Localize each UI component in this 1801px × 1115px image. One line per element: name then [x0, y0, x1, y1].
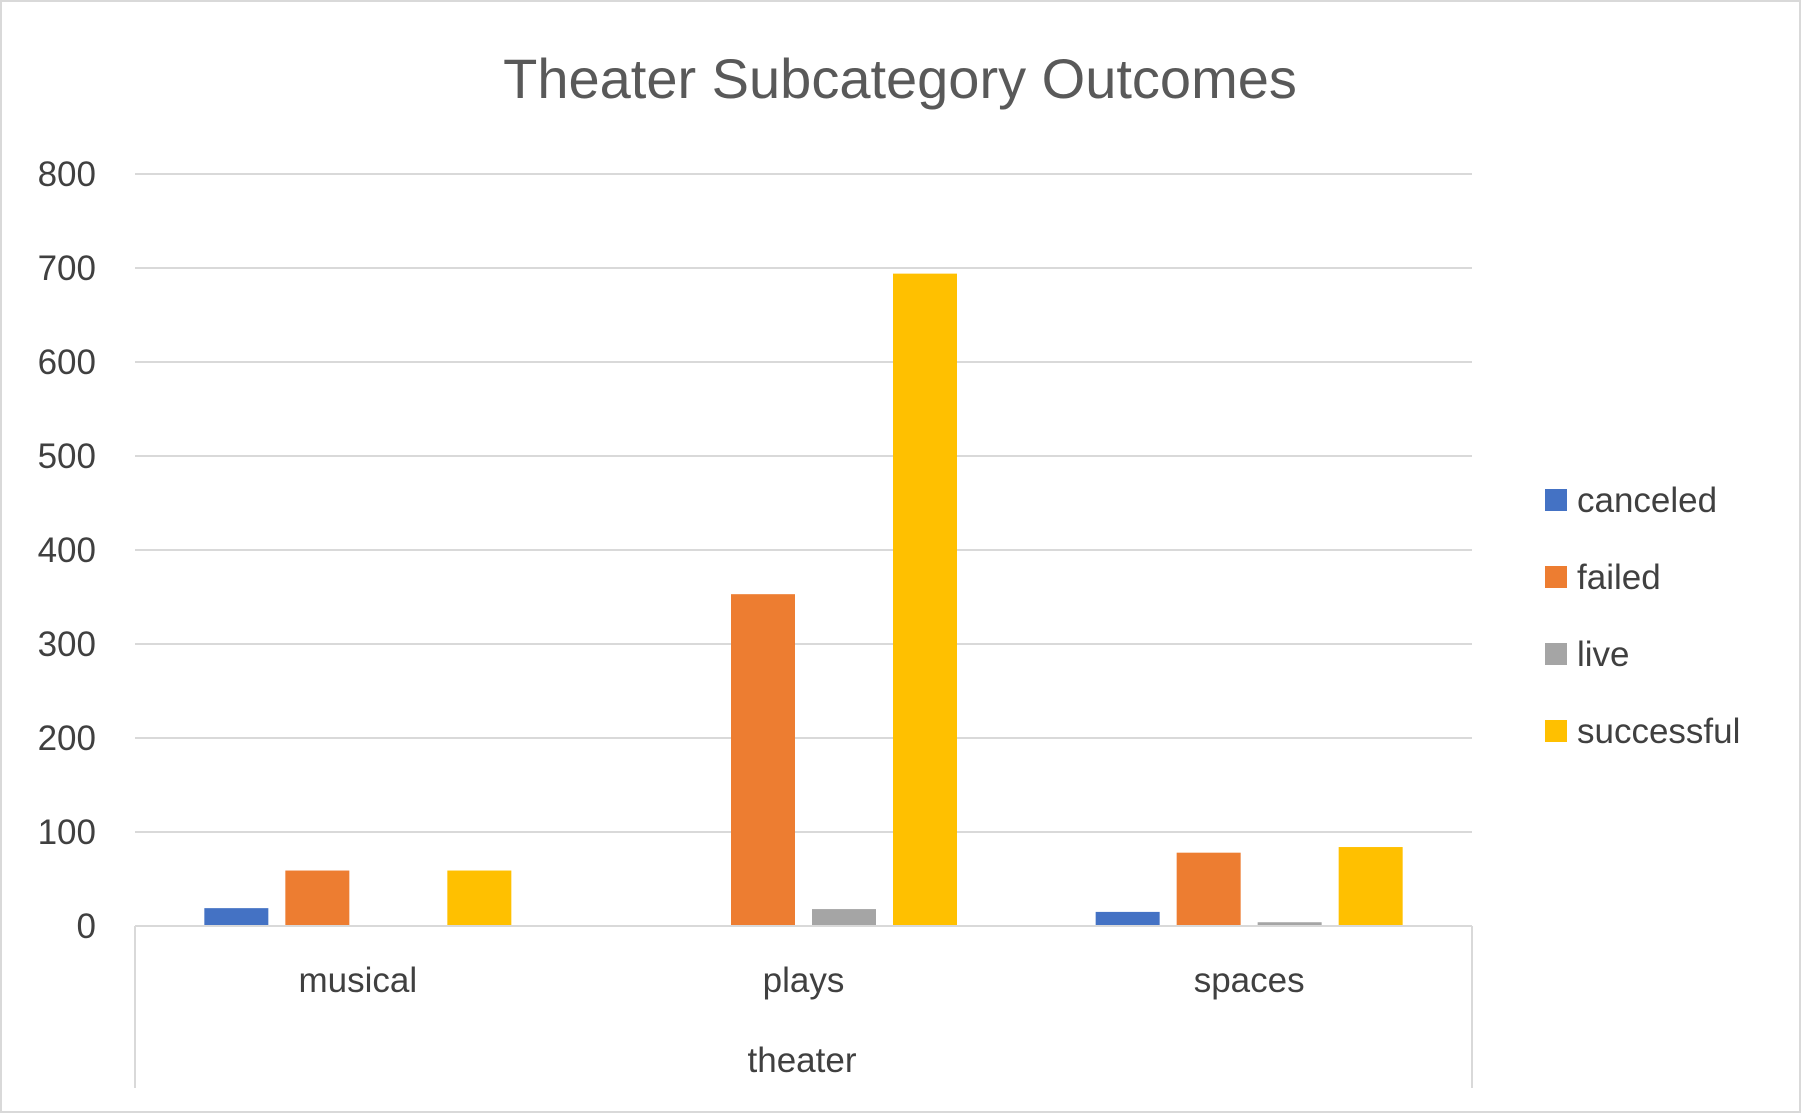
bar-failed-spaces: [1176, 852, 1241, 926]
x-category-label: spaces: [1194, 961, 1305, 1000]
bar-successful-musical: [447, 870, 512, 926]
y-tick-label: 300: [38, 625, 96, 664]
legend-swatch-failed: [1545, 566, 1567, 588]
chart-title: Theater Subcategory Outcomes: [503, 47, 1297, 110]
y-axis-ticks: 0 100 200 300 400 500 600 700 800: [38, 155, 96, 946]
y-tick-label: 400: [38, 531, 96, 570]
y-tick-label: 0: [77, 907, 96, 946]
x-category-label: musical: [299, 961, 418, 1000]
y-tick-label: 800: [38, 155, 96, 194]
legend-label-live: live: [1577, 635, 1630, 674]
group-label: theater: [748, 1041, 857, 1080]
legend-label-canceled: canceled: [1577, 481, 1717, 520]
legend-swatch-canceled: [1545, 489, 1567, 511]
legend-label-failed: failed: [1577, 558, 1661, 597]
legend-label-successful: successful: [1577, 712, 1740, 751]
y-tick-label: 100: [38, 813, 96, 852]
y-tick-label: 200: [38, 719, 96, 758]
y-tick-label: 600: [38, 343, 96, 382]
bar-failed-musical: [285, 870, 350, 926]
bar-successful-plays: [893, 273, 957, 926]
legend-swatch-successful: [1545, 720, 1567, 742]
bar-canceled-musical: [204, 908, 269, 926]
bar-successful-spaces: [1338, 847, 1403, 926]
y-tick-label: 500: [38, 437, 96, 476]
legend-swatch-live: [1545, 643, 1567, 665]
legend: canceled failed live successful: [1545, 481, 1740, 751]
bar-live-spaces: [1257, 922, 1322, 926]
bars: [204, 273, 1403, 926]
x-axis: musical plays spaces: [134, 925, 1473, 1088]
bar-canceled-spaces: [1095, 911, 1160, 926]
bar-failed-plays: [731, 594, 795, 926]
gridlines: [135, 173, 1472, 833]
y-tick-label: 700: [38, 249, 96, 288]
x-category-label: plays: [763, 961, 845, 1000]
bar-live-plays: [812, 909, 876, 926]
